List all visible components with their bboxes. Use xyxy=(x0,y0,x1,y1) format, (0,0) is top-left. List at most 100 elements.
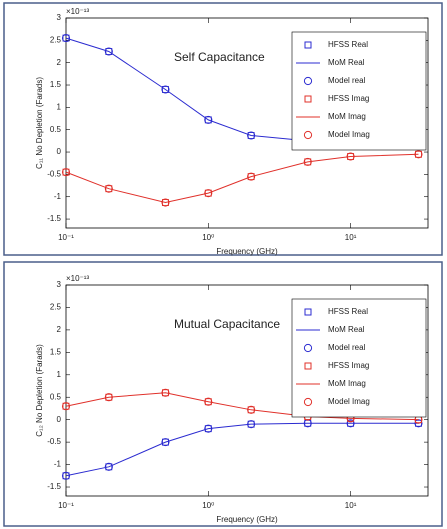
y-multiplier: ×10⁻¹³ xyxy=(66,7,89,16)
y-tick-label: 0 xyxy=(57,415,62,424)
y-multiplier: ×10⁻¹³ xyxy=(66,274,89,283)
y-tick-label: 3 xyxy=(57,280,62,289)
y-tick-label: 2 xyxy=(57,325,62,334)
y-tick-label: 1 xyxy=(57,102,62,111)
legend-label: HFSS Imag xyxy=(328,361,369,370)
marker-circle xyxy=(104,393,113,402)
legend-label: MoM Real xyxy=(328,58,365,67)
marker-circle xyxy=(61,471,71,480)
y-axis-label: C₁₂ No Depletion (Farads) xyxy=(35,344,44,437)
y-axis-label: C₁₁ No Depletion (Farads) xyxy=(35,77,44,169)
marker-circle xyxy=(104,184,113,193)
marker-square xyxy=(204,116,212,124)
legend-box xyxy=(291,31,427,151)
legend-swatch xyxy=(304,95,312,103)
marker-square xyxy=(105,48,113,55)
marker-circle xyxy=(61,402,71,411)
marker-square xyxy=(204,189,212,197)
legend-label: MoM Real xyxy=(328,325,365,334)
marker-circle xyxy=(247,420,256,429)
series-line xyxy=(65,422,419,477)
x-axis-label: Frequency (GHz) xyxy=(216,515,278,524)
legend-swatch xyxy=(304,362,312,370)
marker-square xyxy=(162,199,169,206)
marker-square xyxy=(62,34,70,42)
legend-box xyxy=(291,298,427,418)
y-tick-label: -1 xyxy=(54,192,62,201)
legend-label: Model real xyxy=(328,76,366,85)
x-tick-label: 10⁰ xyxy=(202,501,214,510)
x-tick-label: 10¹ xyxy=(345,501,357,510)
legend-label: Model Imag xyxy=(328,130,370,139)
annotation: Mutual Capacitance xyxy=(174,317,280,331)
legend-label: HFSS Real xyxy=(328,307,368,316)
marker-circle xyxy=(247,131,256,140)
y-tick-label: 1.5 xyxy=(50,80,62,89)
legend-label: HFSS Imag xyxy=(328,94,369,103)
marker-circle xyxy=(161,388,170,397)
legend-label: Model Imag xyxy=(328,397,370,406)
plot: -1.5 -1 -0.5 0 0.5 1 1.5 2 2.5 3 10⁻¹ 10⁰ 10¹ ×10⁻¹³ F… xyxy=(35,274,429,524)
marker-circle xyxy=(204,397,213,406)
x-tick-label: 10⁻¹ xyxy=(58,501,74,510)
series-line xyxy=(65,153,419,204)
marker-circle xyxy=(346,152,355,161)
marker-circle xyxy=(346,419,355,428)
legend-swatch xyxy=(303,76,313,86)
legend-swatch xyxy=(304,41,312,49)
y-tick-label: -0.5 xyxy=(47,437,61,446)
marker-square xyxy=(247,173,255,181)
y-tick-label: 1.5 xyxy=(50,347,62,356)
legend-label: MoM Imag xyxy=(328,112,366,121)
marker-square xyxy=(62,472,70,480)
plot: -1.5 -1 -0.5 0 0.5 1 1.5 2 2.5 3 10⁻¹ 10⁰ 10¹ ×10⁻¹³ F… xyxy=(35,7,429,256)
y-tick-label: -1 xyxy=(54,460,62,469)
legend-swatch xyxy=(303,343,313,353)
marker-circle xyxy=(161,438,170,447)
marker-square xyxy=(105,463,113,471)
y-tick-label: 1 xyxy=(57,370,62,379)
marker-square xyxy=(204,398,212,406)
marker-circle xyxy=(247,172,256,181)
marker-circle xyxy=(61,168,71,177)
marker-square xyxy=(162,86,169,93)
marker-square xyxy=(105,185,113,193)
y-tick-label: 0.5 xyxy=(50,392,62,401)
series-line xyxy=(65,392,419,421)
marker-circle xyxy=(161,85,170,94)
x-tick-label: 10⁰ xyxy=(202,233,214,242)
y-tick-label: -0.5 xyxy=(47,169,61,178)
y-tick-label: -1.5 xyxy=(47,214,61,223)
y-tick-label: 3 xyxy=(57,13,62,22)
x-tick-label: 10¹ xyxy=(345,233,357,242)
marker-circle xyxy=(303,157,312,166)
y-tick-label: 0 xyxy=(57,147,62,156)
marker-square xyxy=(62,402,70,410)
legend-swatch xyxy=(304,308,312,316)
marker-circle xyxy=(104,462,113,471)
marker-circle xyxy=(161,198,170,207)
legend-swatch xyxy=(303,130,313,140)
plot-area xyxy=(65,284,429,497)
marker-circle xyxy=(204,115,213,124)
plot-area xyxy=(65,17,429,229)
legend-label: Model real xyxy=(328,343,366,352)
marker-circle xyxy=(61,34,71,43)
marker-circle xyxy=(247,405,256,414)
legend-label: MoM Imag xyxy=(328,379,366,388)
x-axis-label: Frequency (GHz) xyxy=(216,247,278,256)
y-tick-label: 2.5 xyxy=(50,35,62,44)
x-tick-label: 10⁻¹ xyxy=(58,233,74,242)
legend-label: HFSS Real xyxy=(328,40,368,49)
y-tick-label: -1.5 xyxy=(47,482,61,491)
marker-circle xyxy=(204,189,213,198)
marker-circle xyxy=(104,47,113,56)
marker-square xyxy=(62,168,70,176)
y-tick-label: 0.5 xyxy=(50,125,62,134)
y-tick-label: 2 xyxy=(57,58,62,67)
marker-square xyxy=(162,438,169,446)
marker-circle xyxy=(414,150,423,159)
y-tick-label: 2.5 xyxy=(50,303,62,312)
marker-circle xyxy=(204,424,213,433)
